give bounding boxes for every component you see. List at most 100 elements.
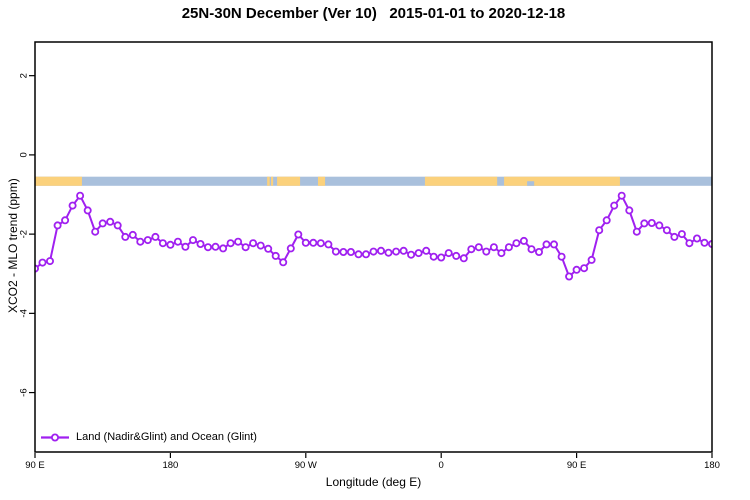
data-point-marker: [572, 265, 581, 274]
data-point-marker: [429, 252, 438, 261]
data-point-marker: [219, 244, 228, 253]
land-segment: [424, 176, 498, 186]
data-point-marker: [128, 230, 137, 239]
data-point-marker: [106, 217, 115, 226]
data-point-marker: [700, 238, 709, 247]
data-point-marker: [46, 257, 55, 266]
legend-sample: [41, 433, 69, 442]
data-point-marker: [565, 272, 574, 281]
data-point-marker: [203, 243, 212, 252]
data-series: [35, 191, 712, 281]
ocean-notch: [527, 181, 535, 186]
x-tick-label: 180: [162, 460, 178, 471]
y-tick-label: -2: [19, 230, 30, 238]
data-point-marker: [181, 242, 190, 251]
data-point-marker: [662, 226, 671, 235]
data-point-marker: [625, 206, 634, 215]
data-point-marker: [354, 250, 363, 259]
data-point-marker: [91, 227, 100, 236]
data-point-marker: [35, 264, 39, 273]
data-point-marker: [346, 247, 355, 256]
data-point-marker: [61, 216, 70, 225]
data-point-marker: [640, 219, 649, 228]
data-point-marker: [331, 247, 340, 256]
data-point-marker: [279, 258, 288, 267]
data-point-marker: [339, 247, 348, 256]
ocean-band: [35, 176, 712, 186]
x-axis-title: Longitude (deg E): [325, 475, 422, 489]
data-point-marker: [489, 243, 498, 252]
data-point-marker: [83, 206, 92, 215]
x-tick-label: 90 E: [567, 460, 587, 471]
x-tick-label: 90 W: [295, 460, 317, 471]
data-point-marker: [294, 230, 303, 239]
x-tick-label: 180: [704, 460, 720, 471]
data-point-marker: [708, 240, 712, 248]
data-point-marker: [361, 250, 370, 259]
data-point-marker: [399, 246, 408, 255]
data-point-marker: [542, 240, 551, 249]
data-point-marker: [557, 252, 566, 261]
land-segment: [504, 176, 620, 186]
data-point-marker: [211, 242, 220, 251]
map-strip: [35, 176, 712, 186]
land-segment: [271, 176, 274, 186]
data-point-marker: [602, 216, 611, 225]
data-point-marker: [459, 254, 468, 263]
data-point-marker: [580, 264, 589, 273]
data-point-marker: [444, 249, 453, 258]
data-point-marker: [68, 201, 77, 210]
data-point-marker: [617, 191, 626, 200]
data-point-marker: [38, 258, 47, 267]
data-point-marker: [256, 241, 265, 250]
x-tick-label: 0: [439, 460, 444, 471]
data-point-marker: [158, 239, 167, 248]
data-point-marker: [519, 236, 528, 245]
data-point-marker: [226, 239, 235, 248]
data-point-marker: [249, 239, 258, 248]
land-segment: [277, 176, 301, 186]
data-point-marker: [437, 253, 446, 262]
data-point-marker: [188, 236, 197, 245]
data-point-marker: [113, 221, 122, 230]
data-point-marker: [414, 249, 423, 258]
y-tick-label: 0: [19, 152, 30, 157]
data-point-marker: [316, 239, 325, 248]
legend-label: Land (Nadir&Glint) and Ocean (Glint): [76, 431, 257, 443]
data-point-marker: [535, 247, 544, 256]
data-point-marker: [76, 191, 85, 200]
data-point-marker: [595, 226, 604, 235]
data-point-marker: [693, 234, 702, 243]
data-point-marker: [587, 255, 596, 264]
data-point-marker: [53, 221, 62, 230]
data-point-marker: [467, 245, 476, 254]
data-point-marker: [286, 244, 295, 253]
data-point-marker: [98, 219, 107, 228]
data-point-marker: [677, 230, 686, 239]
data-point-marker: [497, 249, 506, 258]
land-segment: [267, 176, 270, 186]
y-tick-label: -4: [19, 309, 30, 317]
data-point-marker: [685, 239, 694, 248]
data-point-marker: [136, 237, 145, 246]
data-point-marker: [241, 243, 250, 252]
chart-title: 25N-30N December (Ver 10) 2015-01-01 to …: [181, 5, 566, 22]
data-point-marker: [632, 227, 641, 236]
x-tick-label: 90 E: [25, 460, 45, 471]
land-segment: [35, 176, 82, 186]
data-point-marker: [512, 239, 521, 248]
data-point-marker: [452, 251, 461, 260]
data-point-marker: [309, 238, 318, 247]
data-point-marker: [527, 245, 536, 254]
data-point-marker: [301, 238, 310, 247]
data-point-marker: [151, 232, 160, 241]
data-point-marker: [504, 243, 513, 252]
data-point-marker: [121, 232, 130, 241]
data-point-marker: [166, 240, 175, 249]
data-point-marker: [482, 247, 491, 256]
data-point-marker: [271, 251, 280, 260]
data-point-marker: [384, 248, 393, 257]
data-point-marker: [196, 239, 205, 248]
data-point-marker: [234, 237, 243, 246]
